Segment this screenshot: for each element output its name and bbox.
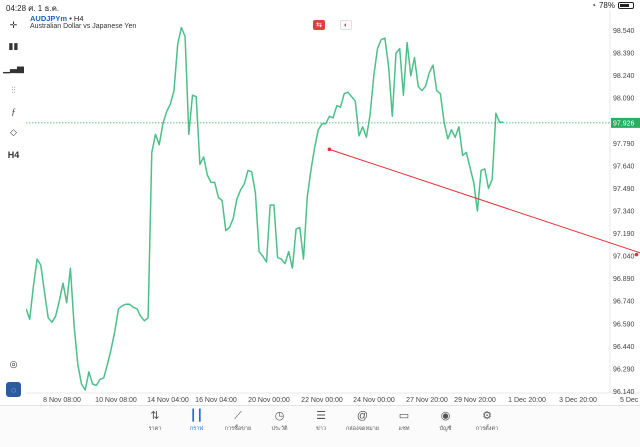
tab-chart[interactable]: ┃┃ กราฟ — [174, 409, 220, 433]
tab-label: การตั้งค่า — [475, 426, 499, 432]
function-icon[interactable]: ƒ — [11, 106, 16, 117]
tab-history[interactable]: ◷ ประวัติ — [257, 409, 303, 433]
y-tick-label: 97.040 — [613, 254, 635, 261]
tab-settings[interactable]: ⚙ การตั้งค่า — [464, 409, 510, 433]
trading-signal-icon[interactable]: ◐ — [340, 20, 352, 30]
y-tick-label: 96.140 — [613, 389, 635, 396]
y-tick-label: 96.890 — [613, 276, 635, 283]
battery-icon — [618, 2, 634, 9]
x-tick-label: 10 Nov 08:00 — [95, 397, 137, 404]
x-tick-label: 16 Nov 04:00 — [195, 397, 237, 404]
tab-label: กราฟ — [189, 426, 204, 432]
symbol-header: AUDJPYm • H4 — [30, 14, 83, 23]
y-tick-label: 97.790 — [613, 141, 635, 148]
trendline-1 — [329, 148, 640, 254]
tab-quotes[interactable]: ⇅ ราคา — [132, 409, 178, 433]
candles-icon: ┃┃ — [189, 410, 204, 422]
tab-label: ประวัติ — [271, 426, 288, 432]
y-tick-label: 96.290 — [613, 366, 635, 373]
tab-label: ข่าว — [316, 426, 326, 432]
volume-icon[interactable]: ▁▃▅ — [3, 63, 24, 73]
y-tick-label: 98.390 — [613, 51, 635, 58]
tab-chat[interactable]: ▭ แชท — [381, 409, 427, 433]
x-tick-label: 5 Dec 20 — [620, 397, 640, 404]
news-icon: ☰ — [316, 410, 326, 422]
status-bar: 04:28 ศ. 1 ธ.ค. ◔ 78% — [0, 0, 640, 13]
search-icon[interactable]: ◎ — [9, 359, 18, 369]
trendline-1-anchor-1 — [327, 147, 332, 152]
price-line — [25, 26, 504, 391]
timeframe-button[interactable]: H4 — [7, 149, 20, 160]
tab-label: ราคา — [148, 426, 162, 432]
quotes-icon: ⇅ — [150, 410, 160, 422]
tab-label: บัญชี — [439, 426, 452, 432]
x-tick-label: 14 Nov 04:00 — [147, 397, 189, 404]
settings-icon: ⚙ — [482, 410, 492, 422]
logo-icon[interactable]: ◌ — [6, 382, 21, 397]
bottom-tab-bar: ⇅ ราคา ┃┃ กราฟ ⟋ การซื้อขาย ◷ ประวัติ ☰ ข่าว @ กล่อ… — [0, 405, 640, 447]
bar-chart-icon[interactable]: ▮▮ — [8, 41, 19, 51]
current-price-tag — [611, 117, 640, 128]
x-tick-label: 24 Nov 00:00 — [353, 397, 395, 404]
status-right: ◔ 78% — [591, 1, 634, 10]
x-tick-label: 20 Nov 00:00 — [248, 397, 290, 404]
mailbox-icon: @ — [356, 410, 369, 422]
x-tick-label: 29 Nov 20:00 — [454, 397, 496, 404]
account-icon: ◉ — [440, 410, 451, 422]
status-time: 04:28 ศ. 1 ธ.ค. — [6, 4, 60, 13]
battery-percent: 78% — [598, 1, 615, 10]
x-tick-label: 27 Nov 20:00 — [406, 397, 448, 404]
symbol-description: Australian Dollar vs Japanese Yen — [30, 23, 137, 30]
chart-toolbar: ✛ ▮▮ ▁▃▅ ⫶⫶ ƒ ◇ H4 ◎ ◌ — [0, 12, 26, 402]
y-tick-label: 96.740 — [613, 299, 635, 306]
trade-icon: ⟋ — [234, 410, 242, 422]
one-click-trading-icon[interactable]: ⇆ — [313, 20, 325, 30]
tab-news[interactable]: ☰ ข่าว — [298, 409, 344, 433]
price-chart[interactable]: 98.54098.39098.24098.09097.94097.79097.6… — [25, 10, 640, 405]
chart-canvas[interactable]: 98.54098.39098.24098.09097.94097.79097.6… — [25, 10, 640, 405]
x-tick-label: 1 Dec 20:00 — [508, 397, 546, 404]
tab-label: การซื้อขาย — [224, 426, 252, 432]
history-icon: ◷ — [274, 410, 285, 422]
x-tick-label: 8 Nov 08:00 — [43, 397, 81, 404]
objects-icon[interactable]: ◇ — [10, 127, 17, 137]
current-price-label: 97.926 — [613, 120, 635, 127]
tab-label: แชท — [398, 426, 410, 432]
trendline-1-anchor-2 — [634, 252, 639, 257]
indicators-icon[interactable]: ⫶⫶ — [11, 85, 16, 95]
wifi-icon: ◔ — [591, 1, 596, 10]
crosshair-icon[interactable]: ✛ — [9, 20, 18, 30]
chat-icon: ▭ — [398, 410, 410, 422]
symbol-name: AUDJPYm — [30, 14, 68, 23]
y-tick-label: 98.540 — [613, 28, 635, 35]
tab-account[interactable]: ◉ บัญชี — [423, 409, 469, 433]
y-tick-label: 98.240 — [613, 73, 635, 80]
y-tick-label: 97.340 — [613, 209, 635, 216]
x-tick-label: 22 Nov 00:00 — [301, 397, 343, 404]
x-tick-label: 3 Dec 20:00 — [559, 397, 597, 404]
y-tick-label: 97.190 — [613, 231, 635, 238]
y-tick-label: 96.590 — [613, 321, 635, 328]
y-tick-label: 97.490 — [613, 186, 635, 193]
tab-trade[interactable]: ⟋ การซื้อขาย — [215, 409, 261, 433]
y-tick-label: 98.090 — [613, 96, 635, 103]
tab-mailbox[interactable]: @ กล่องจดหมาย — [340, 409, 386, 433]
tab-label: กล่องจดหมาย — [345, 426, 380, 432]
y-tick-label: 96.440 — [613, 344, 635, 351]
y-tick-label: 97.640 — [613, 163, 635, 170]
symbol-timeframe: • H4 — [69, 14, 84, 23]
